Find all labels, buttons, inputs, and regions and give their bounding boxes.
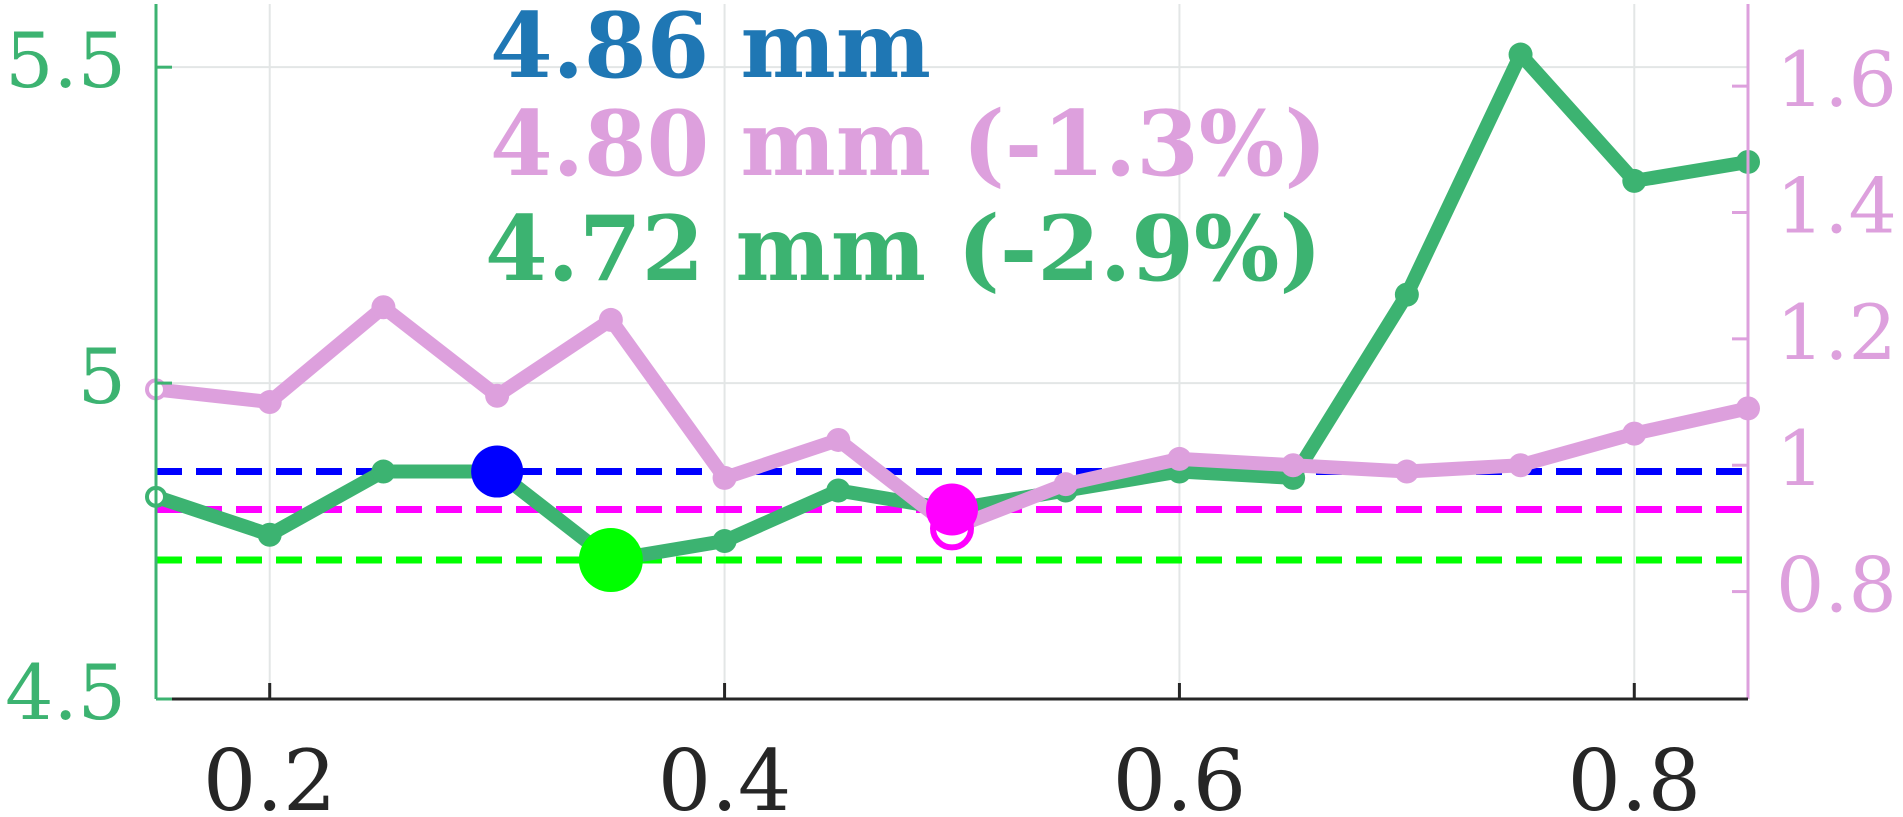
data-point-left: [826, 478, 851, 503]
data-point-left: [1622, 168, 1647, 193]
y-tick-label-left: 5: [78, 332, 126, 421]
y-tick-label-right: 1.2: [1776, 288, 1897, 377]
highlight-marker: [471, 445, 524, 498]
y-tick-label-right: 1: [1776, 414, 1824, 503]
highlight-marker: [926, 483, 978, 536]
annotation-blue: 4.86 mm: [490, 0, 931, 99]
grid-lines: [156, 4, 1748, 700]
y-tick-label-right: 0.8: [1776, 541, 1897, 630]
annotation-pink: 4.80 mm (-1.3%): [490, 91, 1327, 197]
data-point-right: [712, 465, 737, 490]
data-point-left: [1508, 42, 1533, 67]
y-tick-label-left: 5.5: [5, 16, 126, 105]
axes: [154, 4, 1750, 701]
x-tick-label: 0.6: [1113, 732, 1247, 817]
y-tick-label-right: 1.4: [1776, 162, 1897, 251]
data-point-right: [598, 307, 623, 332]
annotation-green: 4.72 mm (-2.9%): [485, 196, 1322, 302]
x-tick-label: 0.4: [658, 732, 792, 817]
data-point-right: [371, 295, 396, 320]
annotations: 4.86 mm 4.80 mm (-1.3%) 4.72 mm (-2.9%): [485, 0, 1327, 302]
data-point-left: [371, 459, 396, 484]
tick-labels: 0.2 0.4 0.6 0.8 4.5 5 5.5 0.8 1 1.2 1.4 1.6: [5, 16, 1897, 817]
data-point-right: [1053, 472, 1078, 497]
data-point-right: [826, 427, 851, 452]
data-point-right: [257, 390, 282, 415]
highlight-markers: [471, 445, 978, 592]
data-point-right: [1281, 453, 1306, 478]
highlight-marker: [578, 528, 643, 592]
x-tick-label: 0.8: [1567, 732, 1701, 817]
data-point-right: [1508, 453, 1533, 478]
data-point-right: [485, 383, 510, 408]
data-point-left: [257, 522, 282, 547]
data-point-right: [1394, 459, 1419, 484]
y-tick-label-right: 1.6: [1776, 35, 1897, 124]
data-point-left: [1394, 282, 1419, 307]
x-tick-label: 0.2: [203, 732, 337, 817]
data-point-right: [1167, 446, 1192, 471]
data-point-right: [1622, 421, 1647, 446]
data-point-left: [712, 529, 737, 554]
y-tick-label-left: 4.5: [5, 648, 126, 737]
